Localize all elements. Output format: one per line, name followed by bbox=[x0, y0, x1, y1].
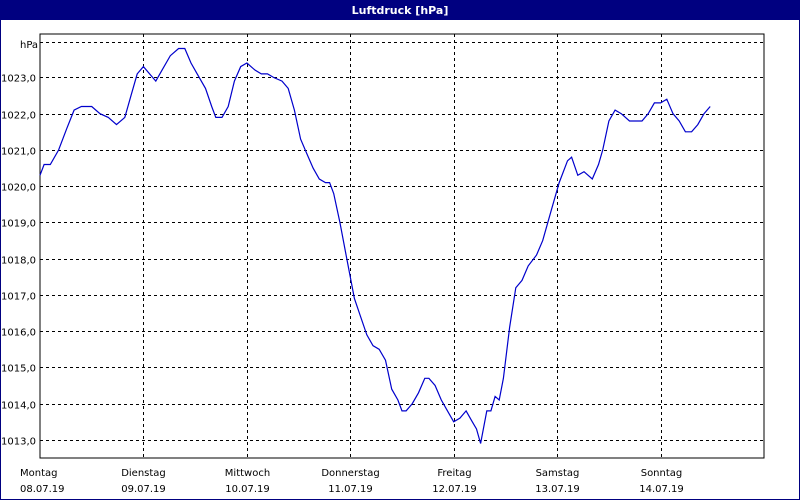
x-tick-day: Donnerstag bbox=[321, 468, 379, 479]
x-tick-date: 11.07.19 bbox=[328, 484, 373, 495]
x-tick-day: Freitag bbox=[437, 468, 471, 479]
y-tick-label: 1018,0 bbox=[1, 256, 36, 267]
x-tick-day: Dienstag bbox=[121, 468, 166, 479]
y-tick-label: 1020,0 bbox=[1, 183, 36, 194]
plot-area bbox=[39, 33, 765, 459]
x-tick-date: 13.07.19 bbox=[535, 484, 580, 495]
x-tick-date: 09.07.19 bbox=[121, 484, 166, 495]
y-tick-label: 1021,0 bbox=[1, 147, 36, 158]
y-axis-label: hPa bbox=[20, 40, 38, 51]
x-tick-date: 14.07.19 bbox=[639, 484, 684, 495]
y-tick-label: 1023,0 bbox=[1, 74, 36, 85]
y-tick-label: 1022,0 bbox=[1, 111, 36, 122]
y-tick-label: 1015,0 bbox=[1, 364, 36, 375]
x-tick-date: 12.07.19 bbox=[432, 484, 477, 495]
y-tick-label: 1014,0 bbox=[1, 401, 36, 412]
x-tick-date: 08.07.19 bbox=[20, 484, 65, 495]
x-tick-day: Samstag bbox=[536, 468, 580, 479]
chart-title: Luftdruck [hPa] bbox=[1, 1, 799, 20]
x-tick-day: Sonntag bbox=[641, 468, 683, 479]
pressure-series-line bbox=[39, 47, 711, 444]
x-tick-day: Mittwoch bbox=[225, 468, 270, 479]
y-tick-label: 1019,0 bbox=[1, 219, 36, 230]
y-tick-label: 1016,0 bbox=[1, 328, 36, 339]
y-tick-label: 1017,0 bbox=[1, 292, 36, 303]
x-tick-day: Montag bbox=[20, 468, 57, 479]
x-tick-date: 10.07.19 bbox=[225, 484, 270, 495]
y-tick-label: 1013,0 bbox=[1, 437, 36, 448]
